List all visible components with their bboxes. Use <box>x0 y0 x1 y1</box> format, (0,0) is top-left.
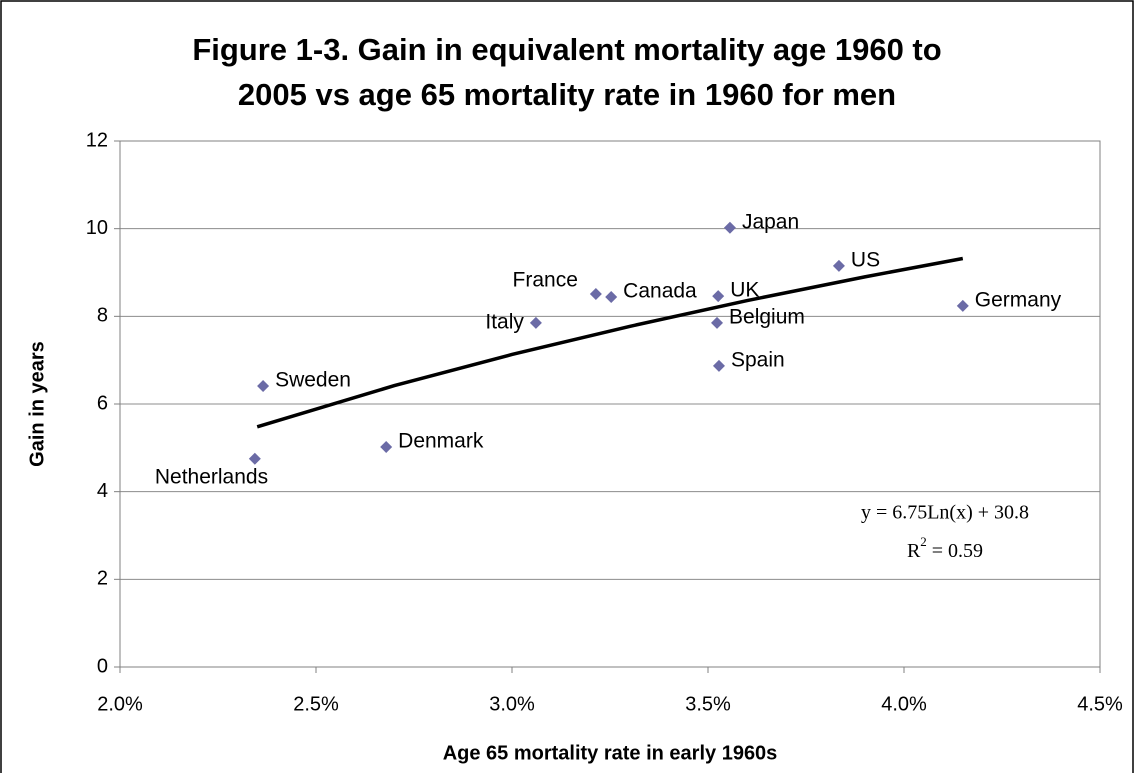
data-point <box>712 290 725 303</box>
point-label: Netherlands <box>155 465 268 488</box>
r-squared-value: = 0.59 <box>927 540 983 562</box>
y-tick-label: 2 <box>97 568 108 590</box>
data-point <box>711 316 724 329</box>
y-tick-label: 6 <box>97 392 108 414</box>
plot-area <box>119 140 1101 668</box>
data-point <box>712 359 725 372</box>
point-label: Germany <box>975 288 1062 311</box>
y-tick-label: 8 <box>97 305 108 327</box>
trend-equation: y = 6.75Ln(x) + 30.8 <box>861 502 1029 524</box>
data-point <box>956 299 969 312</box>
point-label: Sweden <box>275 369 351 392</box>
point-label: Canada <box>623 280 697 303</box>
data-point <box>257 380 270 393</box>
chart-title: Figure 1-3. Gain in equivalent mortality… <box>192 32 941 67</box>
data-point <box>248 452 261 465</box>
r-squared-power: 2 <box>920 534 927 549</box>
data-point <box>589 287 602 300</box>
x-tick-label: 2.0% <box>97 693 143 715</box>
y-tick-label: 10 <box>86 217 108 239</box>
data-point <box>723 221 736 234</box>
chart-title: 2005 vs age 65 mortality rate in 1960 fo… <box>238 77 896 112</box>
data-point <box>832 259 845 272</box>
x-tick-label: 3.5% <box>685 693 731 715</box>
point-label: Belgium <box>729 305 805 328</box>
r-squared-name: R <box>907 540 921 562</box>
r-squared: R2 = 0.59 <box>907 534 983 562</box>
y-tick-label: 12 <box>86 129 108 151</box>
x-tick-label: 3.0% <box>489 693 535 715</box>
x-tick-label: 2.5% <box>293 693 339 715</box>
data-point <box>380 440 393 453</box>
point-label: UK <box>730 279 759 302</box>
y-tick-label: 0 <box>97 655 108 677</box>
point-label: US <box>851 248 880 271</box>
point-label: Japan <box>742 210 799 233</box>
y-axis-label: Gain in years <box>26 341 48 467</box>
trendline <box>256 256 964 429</box>
point-label: Italy <box>485 310 524 333</box>
point-label: Spain <box>731 348 785 371</box>
x-tick-label: 4.5% <box>1077 693 1123 715</box>
x-axis-label: Age 65 mortality rate in early 1960s <box>443 742 778 764</box>
point-label: France <box>513 269 578 292</box>
point-label: Denmark <box>398 430 484 453</box>
x-tick-label: 4.0% <box>881 693 927 715</box>
data-point <box>605 291 618 304</box>
data-point <box>529 316 542 329</box>
y-tick-label: 4 <box>97 480 108 502</box>
